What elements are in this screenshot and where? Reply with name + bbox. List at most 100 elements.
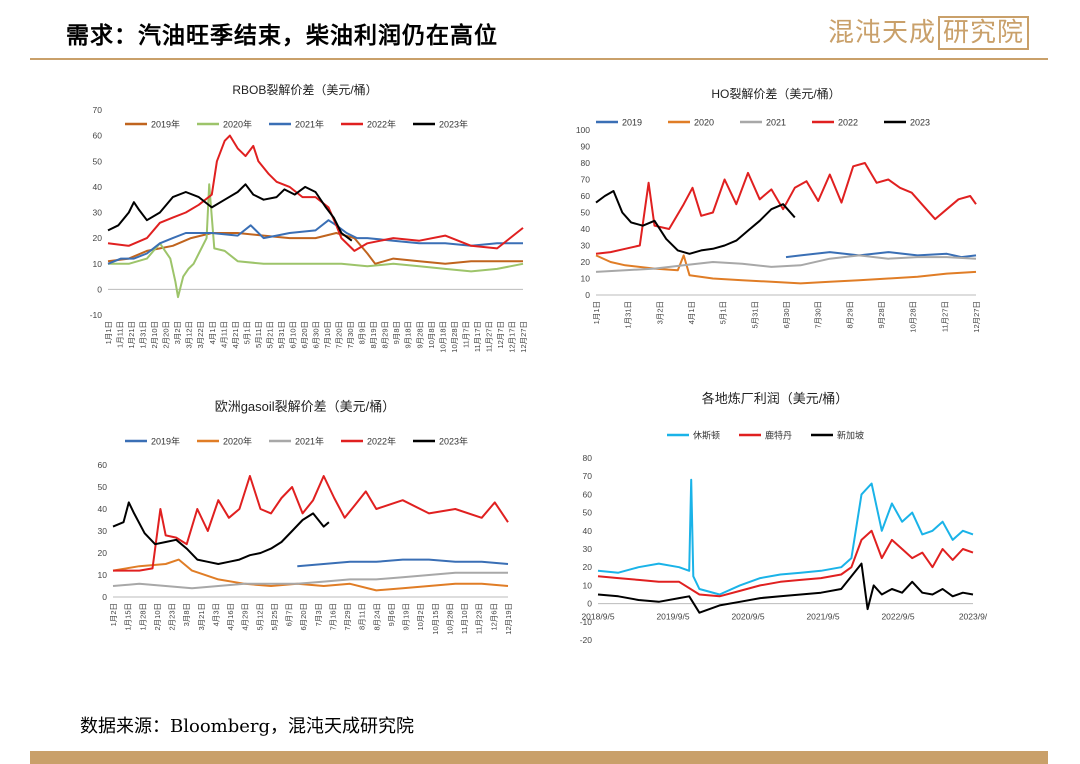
legend-label: 新加坡 [837,430,864,441]
x-tick-label: 4月21日 [231,321,240,349]
series-line-鹿特丹 [597,529,974,598]
legend-item: 2019年 [125,119,180,130]
y-tick-label: 40 [583,526,593,536]
data-source-note: 数据来源：Bloomberg，混沌天成研究院 [80,716,415,737]
legend-label: 2020年 [223,119,252,130]
legend-item: 新加坡 [811,430,864,441]
x-tick-label: 4月11日 [219,321,228,348]
y-tick-label: 100 [576,125,590,135]
series-line-2019年 [297,558,509,568]
x-tick-label: 10月28日 [445,603,454,635]
y-tick-label: 50 [93,156,103,166]
x-tick-label: 3月2日 [173,321,182,344]
y-tick-label: 30 [583,544,593,554]
y-tick-label: 20 [98,548,108,558]
x-tick-label: 11月7日 [461,321,470,348]
x-tick-label: 9月28日 [415,321,424,349]
x-tick-label: 7月10日 [323,321,332,349]
legend-item: 2020年 [197,436,252,447]
x-tick-label: 10月2日 [416,603,425,631]
series-line-休斯顿 [597,478,974,596]
header-divider [30,58,1048,60]
y-tick-label: 70 [583,471,593,481]
x-tick-label: 8月29日 [381,321,390,349]
brand-logo-boxed: 研究院 [938,16,1030,50]
x-tick-label: 10月18日 [438,321,447,353]
x-tick-label: 6月30日 [312,321,321,349]
x-tick-label: 4月1日 [208,321,217,344]
brand-logo-text: 混沌天成 [828,18,937,48]
legend-label: 2019年 [151,119,180,130]
x-tick-label: 8月19日 [369,321,378,349]
x-tick-label: 6月10日 [288,321,297,349]
x-tick-label: 2018/9/5 [581,612,614,622]
x-tick-label: 8月11日 [358,603,367,630]
x-tick-label: 1月21日 [127,321,136,349]
x-tick-label: 9月28日 [877,301,886,329]
y-tick-label: 20 [93,233,103,243]
x-tick-label: 1月15日 [124,603,133,631]
legend-label: 2019年 [151,436,180,447]
y-tick-label: 60 [98,460,108,470]
legend-item: 2023年 [413,436,468,447]
x-tick-label: 9月18日 [404,321,413,349]
gasoil-crack-chart: 欧洲gasoil裂解价差（美元/桶） 2019年 2020年 2021年 2022年 20… [98,399,513,635]
legend-label: 2022年 [367,436,396,447]
legend-item: 2022 [812,118,858,128]
y-tick-label: 30 [581,241,591,251]
x-tick-label: 2月10日 [150,321,159,349]
x-tick-label: 10月8日 [427,321,436,349]
x-tick-label: 12月27日 [972,301,981,333]
y-tick-label: 30 [98,526,108,536]
x-tick-label: 12月19日 [504,603,513,635]
rbob-crack-chart: RBOB裂解价差（美元/桶） 2019年 2020年 2021年 2022年 2023年 -… [90,82,528,353]
x-tick-label: 4月3日 [211,603,220,626]
x-tick-label: 7月20日 [335,321,344,349]
x-tick-label: 2021/9/5 [806,612,839,622]
x-tick-label: 2月20日 [162,321,171,349]
x-tick-label: 5月1日 [719,301,728,324]
x-tick-label: 1月2日 [109,603,118,626]
y-tick-label: 0 [97,284,102,294]
y-tick-label: 60 [581,191,591,201]
y-tick-label: 40 [98,504,108,514]
x-tick-label: 12月6日 [489,603,498,631]
legend-item: 2020 [668,118,714,128]
legend-label: 2020年 [223,436,252,447]
x-tick-label: 10月28日 [909,301,918,333]
y-tick-label: 0 [587,599,592,609]
y-tick-label: -20 [580,635,593,645]
y-tick-label: 0 [102,592,107,602]
x-tick-label: 11月27日 [940,301,949,332]
y-tick-label: 40 [93,182,103,192]
y-tick-label: 80 [581,158,591,168]
series-line-2022年 [113,475,509,572]
legend-label: 2022 [838,118,858,128]
x-tick-label: 8月24日 [372,603,381,631]
footer-bar [30,751,1048,764]
x-tick-label: 3月2日 [655,301,664,324]
x-tick-label: 4月1日 [687,301,696,324]
x-tick-label: 10月28日 [450,321,459,353]
legend-item: 2021年 [269,436,324,447]
legend-label: 2020 [694,118,714,128]
x-tick-label: 7月30日 [814,301,823,329]
x-tick-label: 6月7日 [285,603,294,626]
x-tick-label: 7月16日 [328,603,337,631]
y-tick-label: 50 [581,208,591,218]
legend-label: 2019 [622,118,642,128]
y-tick-label: 70 [93,105,103,115]
legend-item: 2023 [884,118,930,128]
legend-item: 2022年 [341,119,396,130]
chart-title: 各地炼厂利润（美元/桶） [702,391,849,406]
series-line-2023年 [107,183,353,242]
y-tick-label: 10 [98,570,108,580]
x-tick-label: 7月3日 [314,603,323,626]
legend-item: 休斯顿 [667,430,720,441]
y-tick-label: 50 [583,508,593,518]
legend-label: 鹿特丹 [765,430,792,441]
y-tick-label: 20 [581,257,591,267]
chart-title: 欧洲gasoil裂解价差（美元/桶） [215,399,396,414]
x-tick-label: 1月31日 [624,301,633,329]
series-line-2021年 [112,571,508,590]
